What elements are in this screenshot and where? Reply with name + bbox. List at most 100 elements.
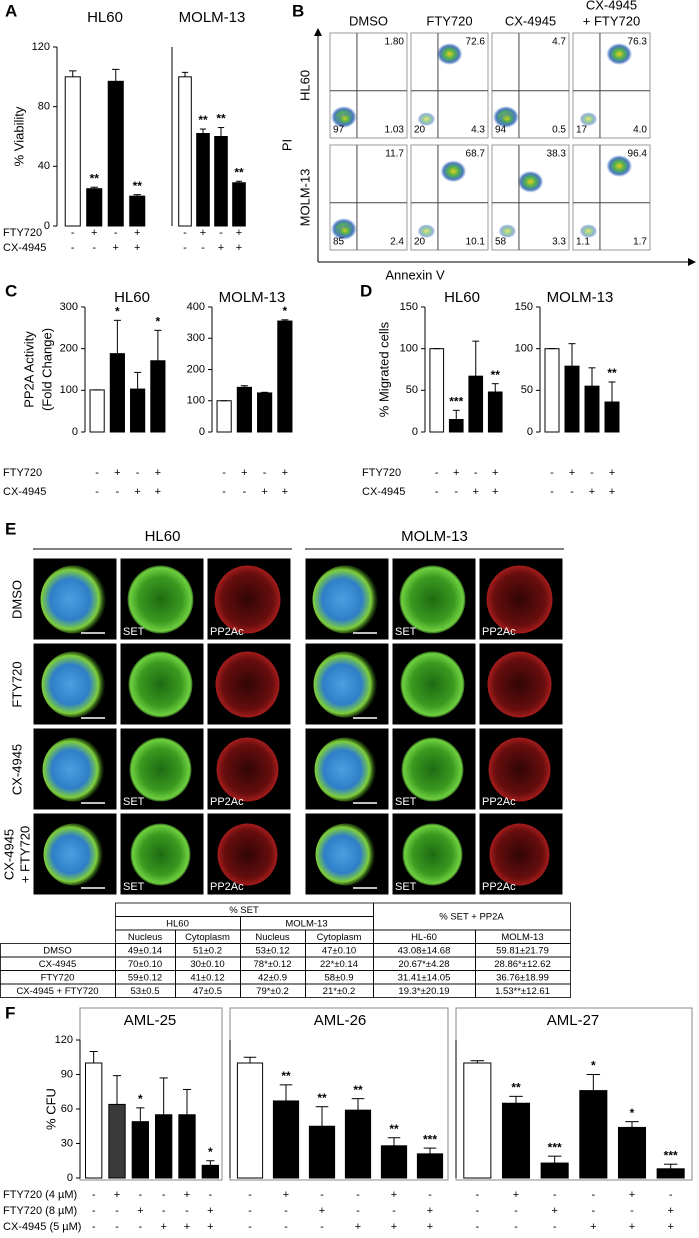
table-text: 79*±0.2 (256, 986, 289, 997)
error-bar (586, 1074, 601, 1091)
significance: ** (353, 1083, 363, 1097)
quadrant-value: 97 (333, 125, 345, 136)
condition-sign: - (475, 1221, 479, 1233)
row-label: FTY720 (9, 661, 24, 707)
condition-sign: + (569, 467, 575, 479)
cell-population (336, 224, 355, 239)
table-text: 43.08±14.68 (398, 945, 451, 956)
condition-sign: + (137, 1205, 143, 1217)
quadrant-value: 85 (333, 237, 345, 248)
quadrant-value: 3.3 (552, 237, 566, 248)
channel-label: SET (123, 796, 145, 808)
table-text: 58±0.9 (325, 972, 354, 983)
bar (109, 353, 125, 433)
condition-sign: + (319, 1205, 325, 1217)
condition-sign: - (590, 467, 594, 479)
condition-sign: - (162, 1205, 166, 1217)
significance: *** (449, 395, 463, 409)
channel-label: PP2Ac (482, 796, 516, 808)
quadrant-value: 4.0 (633, 125, 647, 136)
condition-label: CX-4945 (3, 242, 46, 254)
bar (108, 1103, 126, 1179)
panel-label: A (5, 1, 17, 20)
cell (399, 565, 466, 634)
channel-label: SET (123, 626, 145, 638)
condition-label: FTY720 (3, 467, 42, 479)
quadrant-value: 94 (495, 125, 507, 136)
chart-title: AML-25 (124, 1012, 177, 1029)
bar (150, 360, 166, 433)
y-tick-label: 200 (60, 343, 78, 355)
significance: * (156, 315, 161, 329)
error-bar (315, 1106, 329, 1127)
bar (579, 1090, 608, 1179)
panel-label: B (292, 1, 304, 20)
condition-sign: + (609, 467, 615, 479)
chart-title: HL60 (444, 289, 480, 306)
y-axis-label: (Fold Change) (39, 328, 54, 411)
error-bar (159, 1077, 168, 1115)
condition-label: FTY720 (3, 227, 42, 239)
condition-sign: + (667, 1205, 673, 1217)
table-text: 53±0.5 (131, 986, 160, 997)
bar (214, 136, 228, 227)
error-bar (625, 1121, 639, 1128)
panel-label: D (360, 281, 372, 300)
channel-label: PP2Ac (210, 626, 244, 638)
condition-label: CX-4945 (5 µM) (3, 1221, 81, 1233)
table-text: Nucleus (128, 932, 163, 943)
condition-sign: - (136, 467, 140, 479)
quadrant-value: 1.1 (576, 237, 590, 248)
table-text: % SET (229, 905, 259, 916)
error-bar (491, 383, 499, 392)
cell (314, 737, 377, 802)
y-tick-label: 100 (60, 384, 78, 396)
condition-sign: + (473, 486, 479, 498)
cell (312, 565, 379, 634)
table-text: 47±0.5 (193, 986, 222, 997)
bar (604, 401, 620, 433)
condition-sign: + (236, 242, 242, 254)
y-axis-label: PP2A Activity (21, 331, 36, 408)
condition-sign: - (669, 1189, 673, 1201)
condition-sign: - (263, 467, 267, 479)
cell-population (579, 112, 598, 127)
axis-label: PI (279, 139, 294, 151)
bar (501, 1102, 531, 1179)
condition-sign: - (183, 227, 187, 239)
significance: ** (281, 1069, 291, 1083)
condition-sign: + (283, 1189, 289, 1201)
condition-sign: - (630, 1205, 634, 1217)
bar (130, 388, 146, 433)
error-bar (243, 1056, 257, 1063)
channel-label: PP2Ac (210, 881, 244, 893)
error-bar (509, 1095, 523, 1104)
condition-sign: - (356, 1189, 360, 1201)
bar (429, 348, 445, 433)
y-tick-label: 30 (61, 1137, 73, 1149)
table-text: Cytoplasm (185, 932, 230, 943)
cell-population (417, 224, 436, 239)
table-text: 21*±0.2 (323, 986, 356, 997)
condition-sign: - (138, 1221, 142, 1233)
significance: ** (133, 179, 143, 193)
condition-sign: + (184, 1189, 190, 1201)
condition-sign: - (320, 1221, 324, 1233)
error-bar (68, 70, 77, 77)
condition-sign: + (155, 467, 161, 479)
bar (107, 80, 124, 227)
condition-sign: - (248, 1205, 252, 1217)
condition-sign: - (71, 227, 75, 239)
condition-sign: - (185, 1205, 189, 1217)
table-text: HL-60 (411, 932, 437, 943)
table-text: 53±0.12 (255, 945, 289, 956)
condition-sign: + (114, 1189, 120, 1201)
channel-label: PP2Ac (210, 796, 244, 808)
table-text: MOLM-13 (285, 918, 327, 929)
cell-population (440, 160, 467, 183)
quadrant-value: 0.5 (552, 125, 566, 136)
quadrant-value: 2.4 (390, 237, 404, 248)
condition-sign: - (284, 1205, 288, 1217)
cell (488, 737, 551, 802)
